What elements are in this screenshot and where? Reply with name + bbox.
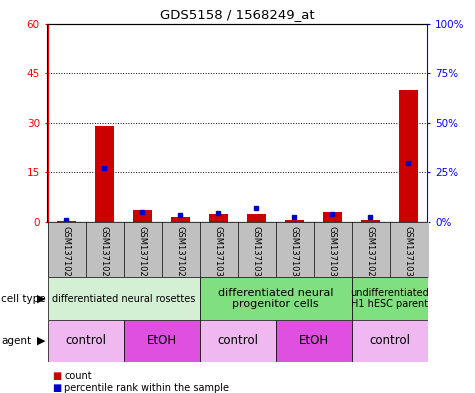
Text: GSM1371025: GSM1371025: [62, 226, 71, 282]
Bar: [209, 214, 228, 222]
Text: GSM1371030: GSM1371030: [404, 226, 413, 282]
Bar: [361, 220, 380, 222]
Text: GSM1371026: GSM1371026: [100, 226, 109, 282]
Text: percentile rank within the sample: percentile rank within the sample: [64, 383, 229, 393]
Text: GSM1371031: GSM1371031: [214, 226, 223, 282]
Bar: [352, 277, 428, 320]
Text: GSM1371032: GSM1371032: [252, 226, 261, 282]
Bar: [200, 320, 276, 362]
Bar: [48, 277, 199, 320]
Text: GSM1371029: GSM1371029: [366, 226, 375, 282]
Title: GDS5158 / 1568249_at: GDS5158 / 1568249_at: [160, 8, 315, 21]
Bar: [285, 220, 304, 222]
Bar: [323, 212, 342, 222]
Text: control: control: [217, 334, 258, 347]
Text: count: count: [64, 371, 92, 382]
Text: GSM1371027: GSM1371027: [138, 226, 147, 282]
Bar: [276, 320, 352, 362]
Text: cell type: cell type: [1, 294, 46, 304]
Text: GSM1371028: GSM1371028: [176, 226, 185, 282]
Text: EtOH: EtOH: [146, 334, 177, 347]
Text: ■: ■: [52, 371, 61, 382]
Bar: [200, 277, 352, 320]
Bar: [48, 320, 124, 362]
Text: ■: ■: [52, 383, 61, 393]
Bar: [352, 320, 428, 362]
Bar: [57, 221, 76, 222]
Bar: [247, 214, 266, 222]
Text: EtOH: EtOH: [298, 334, 329, 347]
Text: undifferentiated
H1 hESC parent: undifferentiated H1 hESC parent: [350, 288, 429, 309]
Text: differentiated neural
progenitor cells: differentiated neural progenitor cells: [218, 288, 333, 309]
Text: control: control: [369, 334, 410, 347]
Text: GSM1371034: GSM1371034: [328, 226, 337, 282]
Text: control: control: [65, 334, 106, 347]
Text: GSM1371033: GSM1371033: [290, 226, 299, 282]
Text: differentiated neural rosettes: differentiated neural rosettes: [52, 294, 195, 304]
Text: ▶: ▶: [37, 336, 45, 346]
Bar: [133, 211, 152, 222]
Bar: [95, 126, 114, 222]
Bar: [124, 320, 200, 362]
Bar: [171, 217, 190, 222]
Text: agent: agent: [1, 336, 31, 346]
Bar: [399, 90, 418, 222]
Text: ▶: ▶: [37, 294, 45, 304]
